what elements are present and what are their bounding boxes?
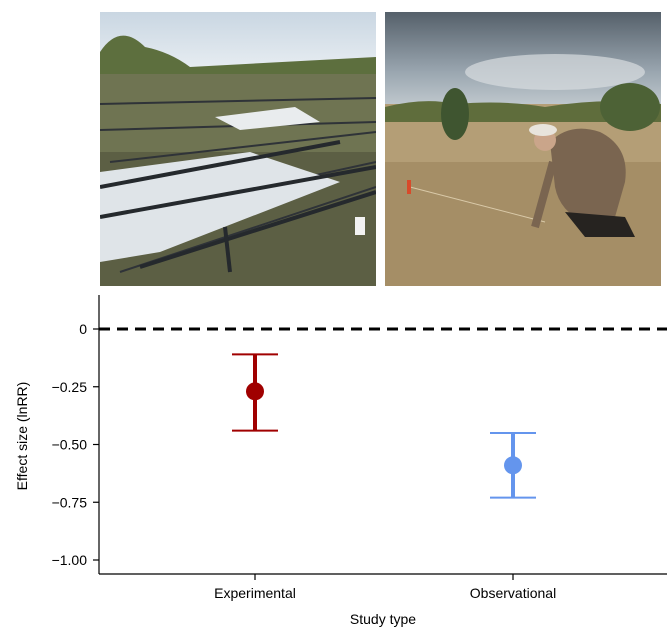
data-points <box>232 353 536 499</box>
field-observation-photo <box>385 12 661 286</box>
y-tick-label: 0 <box>79 321 87 337</box>
y-tick-label: −0.75 <box>52 494 88 510</box>
x-axis-label: Study type <box>350 611 416 627</box>
y-tick-label: −1.00 <box>52 552 88 568</box>
y-tick-label: −0.25 <box>52 379 88 395</box>
y-axis-label: Effect size (lnRR) <box>14 382 30 491</box>
x-axis-ticks: Experimental Observational <box>214 574 556 601</box>
data-point <box>504 456 522 475</box>
x-tick-label: Observational <box>470 585 556 601</box>
x-tick-label: Experimental <box>214 585 296 601</box>
experimental-plots-photo <box>100 12 376 286</box>
y-tick-label: −0.50 <box>52 437 88 453</box>
y-axis-ticks: 0 −0.25 −0.50 −0.75 −1.00 <box>52 321 99 568</box>
data-point <box>246 382 264 401</box>
